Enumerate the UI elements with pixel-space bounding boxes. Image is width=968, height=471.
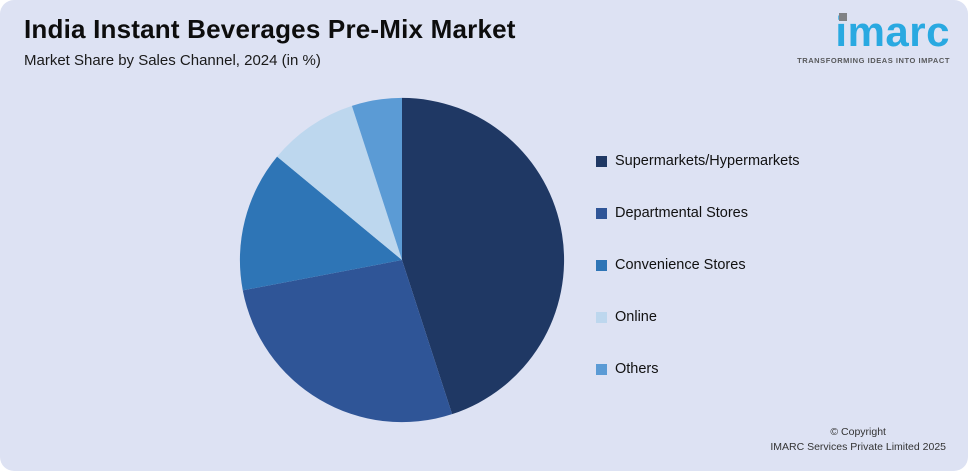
copyright-notice: © Copyright IMARC Services Private Limit… xyxy=(770,425,946,455)
legend-item-supermarkets: Supermarkets/Hypermarkets xyxy=(596,152,800,170)
legend-item-online: Online xyxy=(596,308,800,326)
legend-swatch-supermarkets xyxy=(596,155,607,167)
page-subtitle: Market Share by Sales Channel, 2024 (in … xyxy=(24,52,321,69)
pie-slice-0 xyxy=(402,97,565,415)
legend-swatch-convenience xyxy=(596,259,607,271)
pie-slice-2 xyxy=(239,156,402,291)
page-title: India Instant Beverages Pre-Mix Market xyxy=(24,14,516,44)
chart-legend: Supermarkets/Hypermarkets Departmental S… xyxy=(596,152,800,412)
copyright-line1: © Copyright xyxy=(830,426,886,438)
legend-label-departmental: Departmental Stores xyxy=(615,205,748,221)
legend-swatch-others xyxy=(596,363,607,375)
imarc-logo: imarc TRANSFORMING IDEAS INTO IMPACT xyxy=(797,10,950,66)
pie-slice-1 xyxy=(242,260,453,423)
legend-swatch-online xyxy=(596,311,607,323)
legend-swatch-departmental xyxy=(596,207,607,219)
pie-slice-4 xyxy=(351,97,402,260)
legend-label-online: Online xyxy=(615,309,657,325)
legend-label-supermarkets: Supermarkets/Hypermarkets xyxy=(615,153,800,169)
copyright-line2: IMARC Services Private Limited 2025 xyxy=(770,441,946,453)
legend-label-convenience: Convenience Stores xyxy=(615,257,746,273)
legend-label-others: Others xyxy=(615,361,659,377)
imarc-logo-text: imarc xyxy=(835,10,950,54)
imarc-logo-tagline: TRANSFORMING IDEAS INTO IMPACT xyxy=(797,56,950,65)
legend-item-others: Others xyxy=(596,360,800,378)
pie-chart-svg xyxy=(239,97,565,423)
header: India Instant Beverages Pre-Mix Market M… xyxy=(24,14,516,69)
pie-slice-3 xyxy=(277,105,402,260)
legend-item-convenience: Convenience Stores xyxy=(596,256,800,274)
imarc-logo-dot-icon xyxy=(839,13,848,21)
imarc-logo-word: imarc xyxy=(835,8,950,55)
pie-chart-area xyxy=(235,93,569,427)
legend-item-departmental: Departmental Stores xyxy=(596,204,800,222)
